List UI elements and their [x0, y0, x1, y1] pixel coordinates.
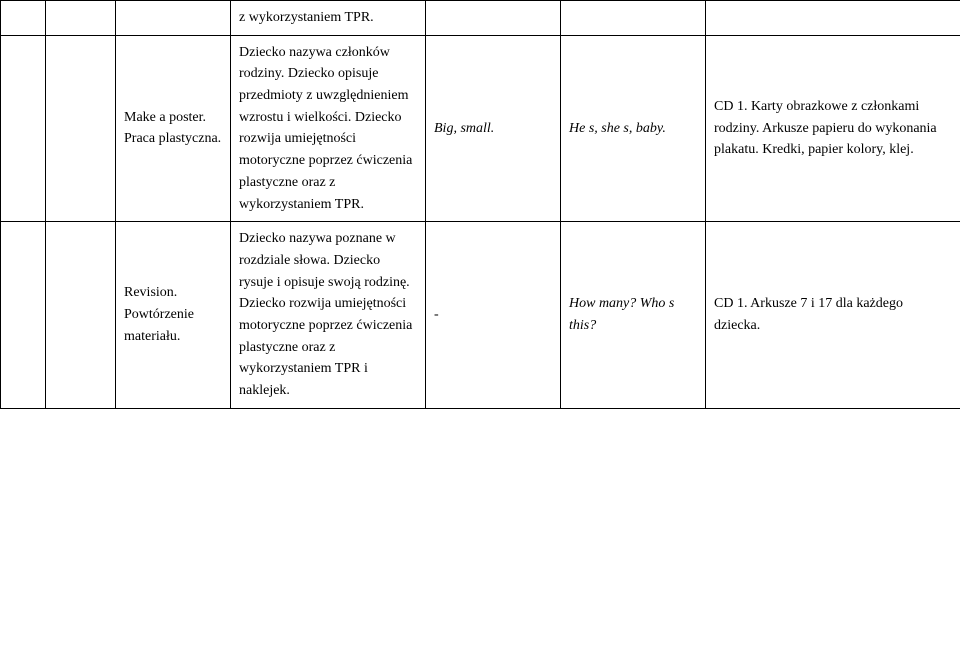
- cell-description: Dziecko nazywa członków rodziny. Dziecko…: [231, 35, 426, 222]
- cell-phrases: He s, she s, baby.: [561, 35, 706, 222]
- cell-phrases: How many? Who s this?: [561, 222, 706, 409]
- cell-blank: [46, 222, 116, 409]
- cell-blank: [46, 1, 116, 36]
- cell-blank: [561, 1, 706, 36]
- table-row: Revision. Powtórzenie materiału. Dziecko…: [1, 222, 960, 409]
- cell-description: z wykorzystaniem TPR.: [231, 1, 426, 36]
- cell-blank: [1, 1, 46, 36]
- table-row: z wykorzystaniem TPR.: [1, 1, 960, 36]
- cell-blank: [426, 1, 561, 36]
- cell-activity: Revision. Powtórzenie materiału.: [116, 222, 231, 409]
- cell-vocab: Big, small.: [426, 35, 561, 222]
- curriculum-table: z wykorzystaniem TPR. Make a poster. Pra…: [0, 0, 960, 409]
- cell-blank: [1, 222, 46, 409]
- cell-materials: CD 1. Karty obrazkowe z członkami rodzin…: [706, 35, 960, 222]
- cell-activity: Make a poster. Praca plastyczna.: [116, 35, 231, 222]
- cell-materials: CD 1. Arkusze 7 i 17 dla każdego dziecka…: [706, 222, 960, 409]
- cell-blank: [116, 1, 231, 36]
- cell-blank: [706, 1, 960, 36]
- cell-blank: [1, 35, 46, 222]
- table-row: Make a poster. Praca plastyczna. Dziecko…: [1, 35, 960, 222]
- cell-description: Dziecko nazywa poznane w rozdziale słowa…: [231, 222, 426, 409]
- cell-vocab: -: [426, 222, 561, 409]
- cell-blank: [46, 35, 116, 222]
